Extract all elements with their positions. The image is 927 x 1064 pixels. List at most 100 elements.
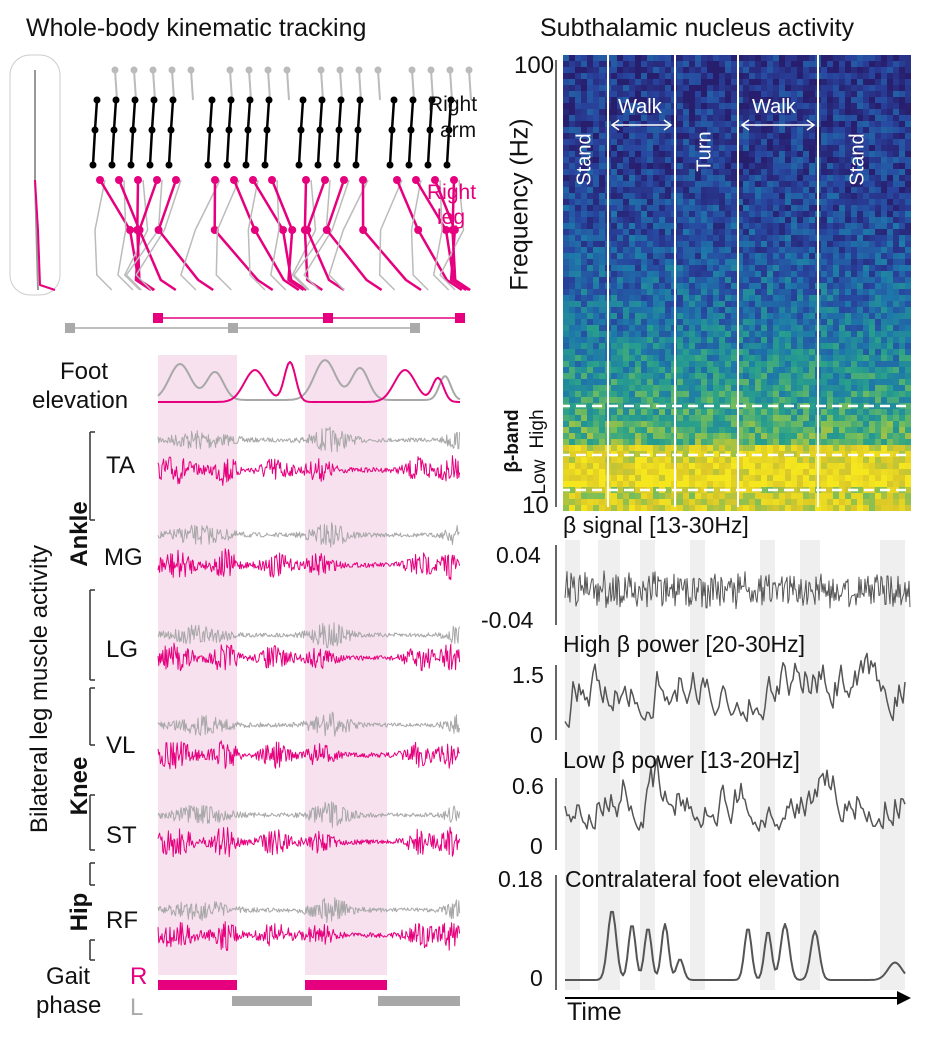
spectrogram-cell bbox=[719, 181, 725, 187]
spectrogram-cell bbox=[851, 61, 857, 67]
spectrogram-cell bbox=[641, 481, 647, 487]
spectrogram-cell bbox=[785, 469, 791, 475]
spectrogram-cell bbox=[725, 259, 731, 265]
spectrogram-cell bbox=[641, 133, 647, 139]
spectrogram-cell bbox=[731, 115, 737, 121]
skeleton-joint bbox=[336, 66, 344, 74]
spectrogram-cell bbox=[647, 325, 653, 331]
spectrogram-cell bbox=[761, 319, 767, 325]
spectrogram-cell bbox=[653, 163, 659, 169]
spectrogram-cell bbox=[887, 145, 893, 151]
spectrogram-cell bbox=[827, 439, 833, 445]
spectrogram-cell bbox=[581, 439, 587, 445]
spectrogram-cell bbox=[593, 331, 599, 337]
spectrogram-cell bbox=[875, 499, 881, 505]
spectrogram-cell bbox=[725, 217, 731, 223]
spectrogram-cell bbox=[821, 343, 827, 349]
spectrogram-cell bbox=[617, 73, 623, 79]
skeleton-joint bbox=[204, 161, 212, 169]
spectrogram-cell bbox=[833, 247, 839, 253]
skeleton-joint bbox=[167, 126, 175, 134]
spectrogram-cell bbox=[827, 409, 833, 415]
spectrogram-cell bbox=[635, 355, 641, 361]
spectrogram-cell bbox=[779, 217, 785, 223]
spectrogram-cell bbox=[695, 121, 701, 127]
spectrogram-cell bbox=[755, 289, 761, 295]
spectrogram-cell bbox=[665, 265, 671, 271]
spectrogram-cell bbox=[635, 151, 641, 157]
spectrogram-cell bbox=[719, 493, 725, 499]
spectrogram-cell bbox=[713, 151, 719, 157]
spectrogram-cell bbox=[665, 193, 671, 199]
spectrogram-cell bbox=[833, 241, 839, 247]
spectrogram-cell bbox=[725, 295, 731, 301]
skeleton-joint bbox=[187, 66, 195, 74]
spectrogram-cell bbox=[713, 463, 719, 469]
spectrogram-cell bbox=[791, 169, 797, 175]
freq-axis-label: Frequency (Hz) bbox=[505, 118, 534, 291]
spectrogram-cell bbox=[767, 355, 773, 361]
spectrogram-cell bbox=[773, 379, 779, 385]
spectrogram-cell bbox=[797, 223, 803, 229]
spectrogram-cell bbox=[725, 307, 731, 313]
spectrogram-cell bbox=[569, 121, 575, 127]
spectrogram-cell bbox=[635, 217, 641, 223]
spectrogram-cell bbox=[797, 259, 803, 265]
skeleton-joint bbox=[93, 96, 101, 104]
spectrogram-cell bbox=[695, 295, 701, 301]
gait-phase-label-2: phase bbox=[36, 992, 102, 1019]
spectrogram-cell bbox=[731, 469, 737, 475]
spectrogram-cell bbox=[773, 247, 779, 253]
spectrogram-cell bbox=[623, 139, 629, 145]
spectrogram-cell bbox=[653, 79, 659, 85]
spectrogram-cell bbox=[581, 325, 587, 331]
spectrogram-cell bbox=[653, 235, 659, 241]
spectrogram-cell bbox=[653, 373, 659, 379]
spectrogram-cell bbox=[785, 85, 791, 91]
spectrogram-cell bbox=[869, 67, 875, 73]
spectrogram-cell bbox=[809, 193, 815, 199]
spectrogram-cell bbox=[659, 271, 665, 277]
spectrogram-cell bbox=[791, 379, 797, 385]
spectrogram-cell bbox=[851, 229, 857, 235]
spectrogram-cell bbox=[797, 253, 803, 259]
spectrogram-cell bbox=[881, 73, 887, 79]
spectrogram-cell bbox=[683, 415, 689, 421]
spectrogram-cell bbox=[569, 169, 575, 175]
spectrogram-cell bbox=[659, 229, 665, 235]
spectrogram-cell bbox=[569, 415, 575, 421]
spectrogram-cell bbox=[773, 169, 779, 175]
spectrogram-cell bbox=[629, 193, 635, 199]
spectrogram-cell bbox=[893, 277, 899, 283]
spectrogram-cell bbox=[629, 313, 635, 319]
spectrogram-cell bbox=[683, 265, 689, 271]
spectrogram-cell bbox=[563, 259, 569, 265]
spectrogram-cell bbox=[599, 481, 605, 487]
spectrogram-cell bbox=[827, 103, 833, 109]
spectrogram-cell bbox=[899, 271, 905, 277]
spectrogram-cell bbox=[851, 85, 857, 91]
spectrogram-cell bbox=[647, 313, 653, 319]
spectrogram-cell bbox=[563, 133, 569, 139]
spectrogram-cell bbox=[689, 457, 695, 463]
spectrogram-cell bbox=[887, 397, 893, 403]
spectrogram-cell bbox=[599, 121, 605, 127]
spectrogram-cell bbox=[863, 433, 869, 439]
spectrogram-cell bbox=[695, 193, 701, 199]
spectrogram-cell bbox=[683, 499, 689, 505]
spectrogram-cell bbox=[779, 457, 785, 463]
spectrogram-cell bbox=[629, 157, 635, 163]
spectrogram-cell bbox=[857, 325, 863, 331]
spectrogram-cell bbox=[797, 325, 803, 331]
spectrogram-cell bbox=[677, 61, 683, 67]
spectrogram-cell bbox=[575, 313, 581, 319]
spectrogram-cell bbox=[563, 229, 569, 235]
spectrogram-cell bbox=[719, 205, 725, 211]
spectrogram-cell bbox=[875, 271, 881, 277]
spectrogram-cell bbox=[827, 451, 833, 457]
spectrogram-cell bbox=[665, 505, 671, 511]
spectrogram-cell bbox=[635, 349, 641, 355]
spectrogram-cell bbox=[617, 349, 623, 355]
spectrogram-cell bbox=[869, 127, 875, 133]
spectrogram-cell bbox=[755, 313, 761, 319]
